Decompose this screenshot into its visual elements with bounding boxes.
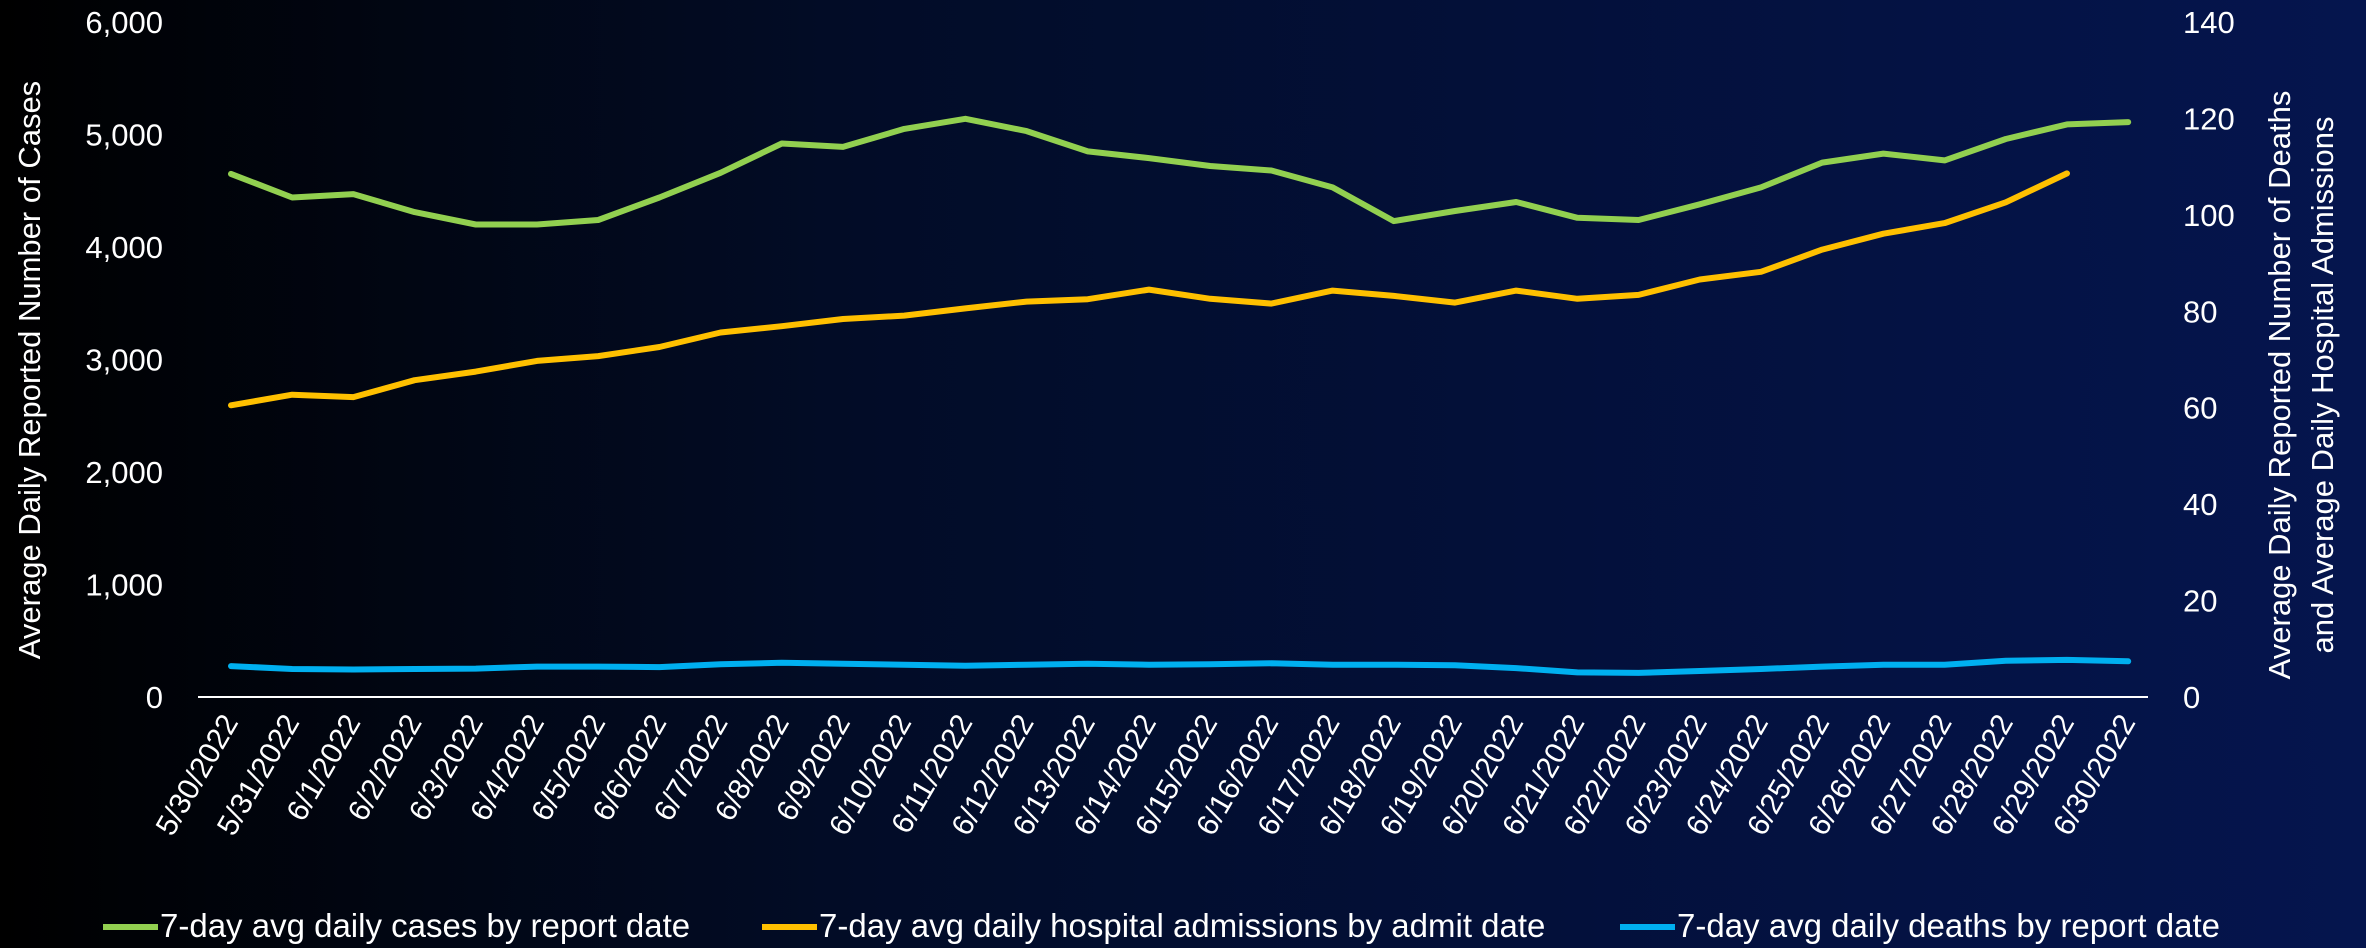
left-y-axis-label: Average Daily Reported Number of Cases [12,81,47,659]
right-y-tick-label: 120 [2183,101,2235,136]
right-y-tick-label: 20 [2183,584,2217,619]
right-y-tick-label: 140 [2183,5,2235,40]
legend: 7-day avg daily cases by report date 7-da… [103,907,2220,944]
legend-label: 7-day avg daily hospital admissions by a… [819,907,1545,944]
right-y-tick-label: 60 [2183,391,2217,426]
x-tick-labels: 5/30/20225/31/20226/1/20226/2/20226/3/20… [150,709,2143,841]
series-line-2 [228,170,2070,409]
series-line-3 [228,656,2132,676]
right-y-tick-label: 40 [2183,487,2217,522]
left-y-axis: Average Daily Reported Number of Cases 0… [12,5,163,715]
left-y-tick-label: 2,000 [85,455,163,490]
right-y-axis-label-line-2: and Average Daily Hospital Admissions [2305,116,2340,653]
right-y-tick-label: 0 [2183,680,2200,715]
left-y-tick-labels: 0 1,000 2,000 3,000 4,000 5,000 6,000 [85,5,163,715]
legend-label: 7-day avg daily cases by report date [160,907,690,944]
legend-item: 7-day avg daily cases by report date [103,907,690,944]
legend-item: 7-day avg daily hospital admissions by a… [762,907,1545,944]
series-line-1 [228,115,2132,228]
left-y-tick-label: 3,000 [85,343,163,378]
left-y-tick-label: 0 [146,680,163,715]
legend-label: 7-day avg daily deaths by report date [1677,907,2220,944]
left-y-tick-label: 5,000 [85,118,163,153]
series-lines [228,115,2132,676]
legend-item: 7-day avg daily deaths by report date [1620,907,2220,944]
right-y-tick-labels: 0 20 40 60 80 100 120 140 [2183,5,2235,715]
left-y-tick-label: 6,000 [85,5,163,40]
right-y-tick-label: 80 [2183,294,2217,329]
right-y-axis: Average Daily Reported Number of Deaths … [2183,5,2340,715]
left-y-tick-label: 4,000 [85,230,163,265]
right-y-axis-label-line-1: Average Daily Reported Number of Deaths [2262,91,2297,680]
left-y-tick-label: 1,000 [85,568,163,603]
right-y-tick-label: 100 [2183,198,2235,233]
